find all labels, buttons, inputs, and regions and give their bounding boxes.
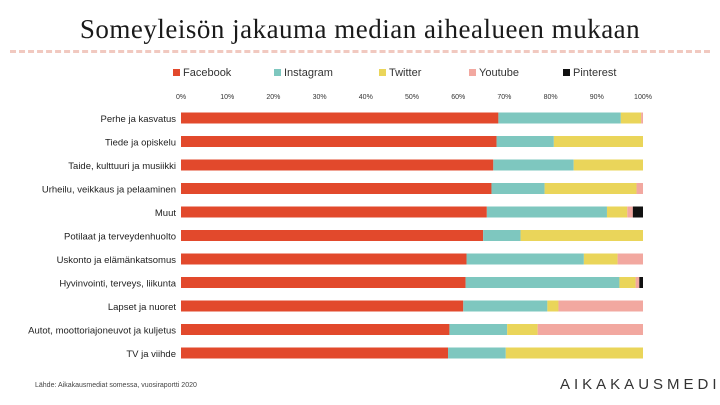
bar-facebook (181, 159, 494, 171)
legend-label-youtube: Youtube (479, 67, 519, 79)
bar-twitter (619, 277, 636, 288)
x-tick-label: 40% (359, 94, 373, 101)
legend-swatch-youtube (469, 69, 476, 76)
bar-facebook (181, 206, 487, 218)
legend-label-instagram: Instagram (284, 67, 333, 79)
x-tick-label: 20% (266, 94, 280, 101)
x-tick-label: 80% (544, 94, 558, 101)
x-tick-label: 0% (176, 94, 186, 101)
bar-facebook (181, 136, 497, 147)
x-tick-label: 60% (451, 94, 465, 101)
bar-facebook (181, 347, 449, 359)
category-label: Lapset ja nuoret (108, 302, 176, 313)
bar-youtube (558, 300, 643, 312)
legend-label-pinterest: Pinterest (573, 67, 616, 79)
bar-twitter (520, 230, 643, 241)
bar-instagram (498, 112, 621, 124)
bar-twitter (606, 206, 628, 218)
bar-facebook (181, 324, 450, 335)
category-label: Urheilu, veikkaus ja pelaaminen (42, 185, 176, 196)
chart-title: Someyleisön jakauma median aihealueen mu… (79, 14, 641, 44)
x-tick-label: 50% (405, 94, 419, 101)
bar-twitter (620, 112, 642, 124)
bar-youtube (636, 183, 643, 194)
bar-pinterest (639, 277, 643, 288)
legend-swatch-twitter (379, 69, 386, 76)
category-label: Tiede ja opiskelu (105, 138, 176, 149)
bar-facebook (181, 112, 499, 124)
bar-twitter (553, 136, 643, 147)
x-tick-label: 100% (634, 94, 652, 101)
legend-swatch-pinterest (563, 69, 570, 76)
bar-twitter (547, 300, 559, 312)
category-label: Muut (155, 208, 176, 219)
category-label: TV ja viihde (126, 349, 176, 360)
category-label: Autot, moottoriajoneuvot ja kuljetus (28, 326, 176, 337)
bar-twitter (505, 347, 643, 359)
category-label: Perhe ja kasvatus (100, 114, 176, 125)
legend-label-facebook: Facebook (183, 67, 232, 79)
x-tick-label: 30% (313, 94, 327, 101)
bar-instagram (491, 183, 545, 194)
bar-facebook (181, 300, 464, 312)
bar-youtube (537, 324, 643, 335)
category-label: Uskonto ja elämänkatsomus (57, 255, 177, 266)
bar-youtube (635, 277, 640, 288)
legend-swatch-facebook (173, 69, 180, 76)
bar-twitter (583, 253, 618, 265)
x-tick-label: 70% (497, 94, 511, 101)
x-tick-label: 10% (220, 94, 234, 101)
bar-twitter (544, 183, 637, 194)
bar-instagram (466, 253, 584, 265)
x-tick-label: 90% (590, 94, 604, 101)
category-label: Potilaat ja terveydenhuolto (64, 232, 176, 243)
category-label: Taide, kulttuuri ja musiikki (68, 161, 176, 172)
bar-instagram (449, 324, 508, 335)
bar-facebook (181, 183, 492, 194)
bar-facebook (181, 230, 484, 241)
brand-logo: AIKAKAUSMEDIA (560, 376, 720, 393)
bar-instagram (463, 300, 548, 312)
source-note: Lähde: Aikakausmediat somessa, vuosirapo… (35, 382, 197, 389)
legend-swatch-instagram (274, 69, 281, 76)
bar-instagram (486, 206, 607, 218)
bar-instagram (483, 230, 521, 241)
legend-label-twitter: Twitter (389, 67, 422, 79)
bar-pinterest (632, 206, 643, 218)
bar-youtube (627, 206, 633, 218)
bar-youtube (617, 253, 643, 265)
bar-instagram (493, 159, 574, 171)
bar-instagram (465, 277, 620, 288)
bar-instagram (496, 136, 554, 147)
bar-twitter (507, 324, 538, 335)
bar-twitter (573, 159, 643, 171)
bar-youtube (641, 112, 643, 124)
bar-instagram (448, 347, 506, 359)
category-label: Hyvinvointi, terveys, liikunta (59, 279, 176, 290)
bar-facebook (181, 253, 467, 265)
bar-facebook (181, 277, 466, 288)
title-divider (10, 50, 710, 53)
